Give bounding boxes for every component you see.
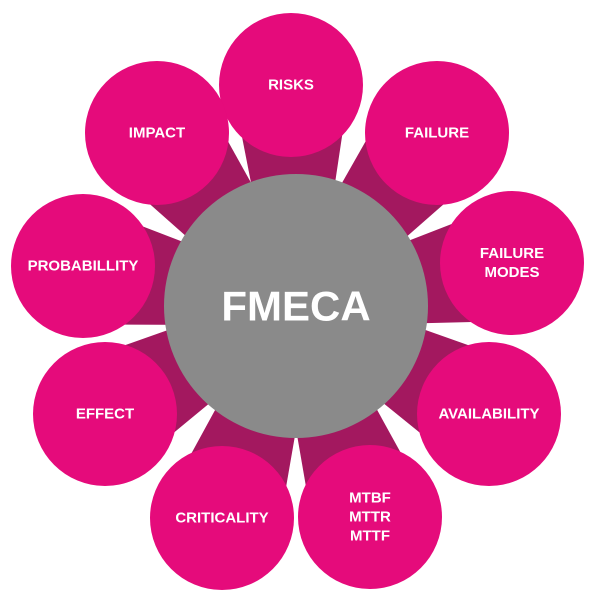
node-availability: AVAILABILITY: [417, 342, 561, 486]
node-label: EFFECT: [76, 406, 134, 423]
node-failure-modes: FAILURE MODES: [440, 191, 584, 335]
node-criticality: CRITICALITY: [150, 446, 294, 590]
node-label: IMPACT: [129, 125, 185, 142]
node-failure: FAILURE: [365, 61, 509, 205]
node-label-line: MTBF: [349, 490, 391, 507]
node-effect: EFFECT: [33, 342, 177, 486]
outer-nodes: RISKS FAILURE FAILURE MODES AVAILABILITY MTBF…: [11, 13, 584, 590]
node-label: FAILURE: [405, 125, 469, 142]
node-label-line: EFFECT: [76, 406, 134, 423]
node-circle: [365, 61, 509, 205]
node-label: MTBF MTTR MTTF: [349, 490, 391, 545]
center-hub: FMECA: [164, 174, 428, 438]
node-circle: [440, 191, 584, 335]
node-circle: [417, 342, 561, 486]
node-label-line: IMPACT: [129, 125, 185, 142]
node-label-line: RISKS: [268, 77, 314, 94]
node-impact: IMPACT: [85, 61, 229, 205]
node-label-line: FAILURE: [480, 245, 544, 262]
node-mtbf-mttr-mttf: MTBF MTTR MTTF: [298, 445, 442, 589]
node-probability: PROBABILLITY: [11, 194, 155, 338]
node-label-line: PROBABILLITY: [28, 258, 139, 275]
node-label-line: FAILURE: [405, 125, 469, 142]
node-circle: [298, 445, 442, 589]
node-label-line: MTTF: [350, 528, 390, 545]
node-circle: [11, 194, 155, 338]
node-label-line: MTTR: [349, 509, 391, 526]
node-label-line: AVAILABILITY: [438, 406, 539, 423]
node-label: AVAILABILITY: [438, 406, 539, 423]
node-label: PROBABILLITY: [28, 258, 139, 275]
node-risks: RISKS: [219, 13, 363, 157]
node-circle: [150, 446, 294, 590]
node-label: FAILURE MODES: [480, 245, 544, 281]
node-circle: [219, 13, 363, 157]
node-label-line: MODES: [484, 264, 539, 281]
node-label: CRITICALITY: [175, 510, 268, 527]
node-circle: [33, 342, 177, 486]
center-label: FMECA: [221, 283, 370, 330]
node-circle: [85, 61, 229, 205]
center-circle: [164, 174, 428, 438]
node-label: RISKS: [268, 77, 314, 94]
node-label-line: CRITICALITY: [175, 510, 268, 527]
